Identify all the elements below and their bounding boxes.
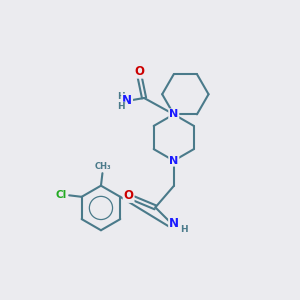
Text: Cl: Cl [56,190,67,200]
Text: N: N [169,156,178,166]
Text: O: O [135,65,145,78]
Text: N: N [169,109,178,119]
Text: N: N [169,217,179,230]
Text: N: N [122,94,132,107]
Text: O: O [124,189,134,202]
Text: H: H [117,92,125,101]
Text: H: H [117,102,125,111]
Text: CH₃: CH₃ [94,162,111,171]
Text: H: H [180,225,188,234]
